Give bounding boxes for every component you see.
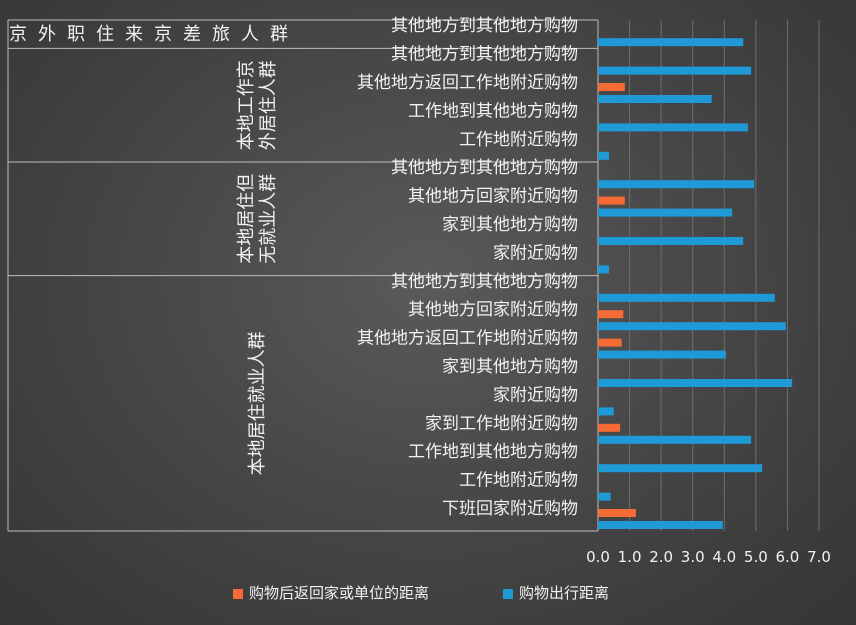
legend-swatch-trip bbox=[503, 589, 513, 599]
bar-trip bbox=[598, 180, 755, 189]
bar-trip bbox=[598, 38, 744, 47]
legend-label-return: 购物后返回家或单位的距离 bbox=[249, 584, 429, 602]
group-label: 旅 bbox=[212, 24, 230, 45]
category-label: 下班回家附近购物 bbox=[442, 499, 578, 519]
category-label: 其他地方回家附近购物 bbox=[408, 187, 578, 207]
category-label: 其他地方返回工作地附近购物 bbox=[357, 73, 578, 93]
category-label: 家附近购物 bbox=[493, 243, 578, 263]
bar-trip bbox=[598, 66, 752, 75]
bar-trip bbox=[598, 521, 723, 529]
group-label: 本地居住但 bbox=[236, 174, 257, 264]
category-axis-frame bbox=[7, 19, 599, 532]
group-label: 住 bbox=[96, 24, 114, 45]
group-label: 本地工作京 bbox=[236, 60, 257, 150]
group-label: 京 bbox=[9, 24, 27, 45]
group-label: 职 bbox=[67, 24, 85, 45]
group-label: 外居住人群 bbox=[258, 60, 279, 150]
x-tick-label: 0.0 bbox=[586, 548, 610, 566]
category-label: 工作地附近购物 bbox=[459, 130, 578, 150]
bar-return bbox=[598, 310, 624, 319]
bar-trip bbox=[598, 492, 611, 501]
bar-trip bbox=[598, 123, 748, 132]
category-label: 工作地到其他地方购物 bbox=[408, 442, 578, 462]
category-label: 其他地方到其他地方购物 bbox=[391, 272, 578, 292]
bar-trip bbox=[598, 151, 610, 160]
bar-return bbox=[598, 509, 636, 517]
x-tick-label: 1.0 bbox=[618, 548, 642, 566]
x-tick-label: 5.0 bbox=[744, 548, 768, 566]
x-axis-ticks: 0.0 1.0 2.0 3.0 4.0 5.0 6.0 7.0 bbox=[586, 548, 831, 566]
x-tick-label: 3.0 bbox=[681, 548, 705, 566]
bar-trip bbox=[598, 435, 752, 444]
category-labels: 其他地方到其他地方购物其他地方到其他地方购物其他地方返回工作地附近购物工作地到其… bbox=[357, 16, 578, 519]
category-label: 家到其他地方购物 bbox=[442, 357, 578, 377]
group-label: 本地居住就业人群 bbox=[247, 331, 268, 475]
bar-trip bbox=[598, 208, 733, 217]
group-labels: 京外职住来京差旅人群本地工作京 外居住人群本地居住但 无就业人群本地居住就业人群 bbox=[9, 24, 288, 475]
category-label: 工作地到其他地方购物 bbox=[408, 101, 578, 121]
bar-return bbox=[598, 338, 622, 347]
category-label: 其他地方到其他地方购物 bbox=[391, 16, 578, 36]
group-label: 差 bbox=[183, 24, 201, 45]
bar-trip bbox=[598, 407, 614, 416]
bar-trip bbox=[598, 379, 793, 387]
legend: 购物后返回家或单位的距离 购物出行距离 bbox=[233, 584, 609, 602]
x-tick-label: 7.0 bbox=[807, 548, 831, 566]
category-label: 其他地方回家附近购物 bbox=[408, 300, 578, 320]
legend-label-trip: 购物出行距离 bbox=[519, 584, 609, 602]
category-label: 其他地方到其他地方购物 bbox=[391, 45, 578, 65]
bar-trip bbox=[598, 350, 726, 359]
group-label: 无就业人群 bbox=[258, 174, 279, 264]
group-label: 人 bbox=[241, 24, 259, 45]
gridlines bbox=[597, 20, 820, 531]
bar-trip bbox=[598, 237, 744, 245]
x-tick-label: 6.0 bbox=[775, 548, 799, 566]
category-label: 家附近购物 bbox=[493, 385, 578, 405]
bar-trip bbox=[598, 265, 610, 274]
category-label: 工作地附近购物 bbox=[459, 471, 578, 491]
legend-swatch-return bbox=[233, 589, 243, 599]
category-label: 家到工作地附近购物 bbox=[425, 414, 578, 434]
category-label: 家到其他地方购物 bbox=[442, 215, 578, 235]
group-label: 京 bbox=[154, 24, 172, 45]
bar-trip bbox=[598, 293, 775, 302]
bar-trip bbox=[598, 464, 763, 473]
bar-trip bbox=[598, 95, 712, 103]
x-tick-label: 4.0 bbox=[712, 548, 736, 566]
category-label: 其他地方到其他地方购物 bbox=[391, 158, 578, 178]
group-label: 外 bbox=[38, 24, 56, 45]
group-label: 群 bbox=[270, 24, 288, 45]
category-label: 其他地方返回工作地附近购物 bbox=[357, 329, 578, 349]
x-tick-label: 2.0 bbox=[649, 548, 673, 566]
bar-return bbox=[598, 423, 621, 432]
bars bbox=[598, 38, 793, 529]
group-label: 来 bbox=[125, 24, 143, 45]
bar-return bbox=[598, 83, 625, 91]
bar-trip bbox=[598, 322, 786, 331]
bar-return bbox=[598, 196, 625, 205]
